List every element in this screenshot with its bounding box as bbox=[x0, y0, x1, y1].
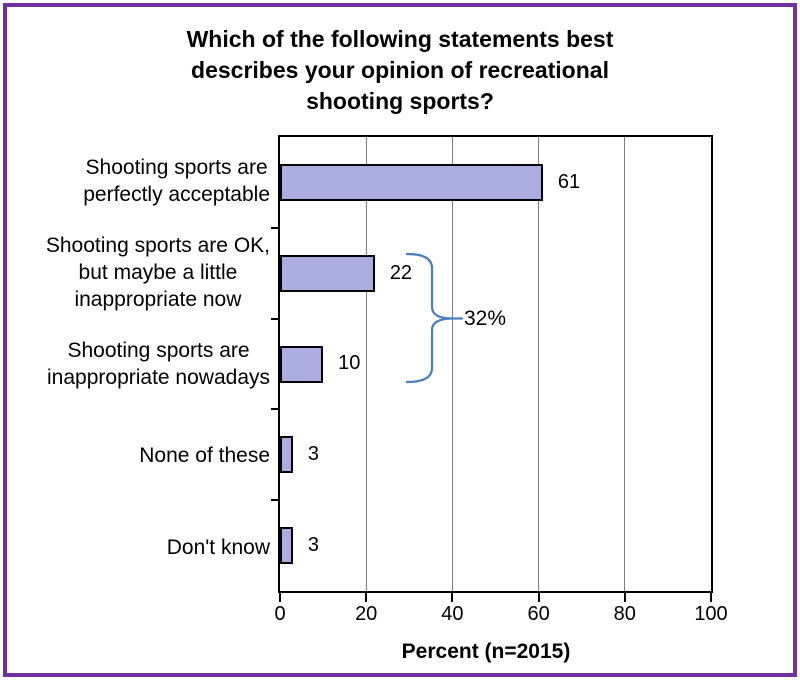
category-label: Shooting sports are OK, but maybe a littl… bbox=[0, 227, 270, 319]
category-label: Don't know bbox=[0, 501, 270, 593]
category-label: Shooting sports are perfectly acceptable bbox=[0, 135, 270, 227]
x-axis-tick-label: 60 bbox=[527, 603, 550, 625]
gridline bbox=[624, 137, 626, 591]
category-label-text: None of these bbox=[139, 442, 270, 469]
bar bbox=[280, 527, 293, 565]
plot-area: 61 22 10 3 3 bbox=[271, 135, 713, 602]
category-label-text: Shooting sports are perfectly acceptable bbox=[83, 154, 270, 208]
x-axis-tick bbox=[365, 593, 368, 602]
chart-title-line-3: shooting sports? bbox=[306, 88, 494, 114]
chart-title-line-1: Which of the following statements best bbox=[186, 26, 614, 52]
bar-value-label: 22 bbox=[389, 261, 413, 284]
category-label-line: Shooting sports are bbox=[85, 155, 268, 179]
chart-title-line-2: describes your opinion of recreational bbox=[191, 57, 609, 83]
bar bbox=[280, 254, 375, 292]
x-axis-tick-label: 40 bbox=[441, 603, 464, 625]
category-label-text: Shooting sports are OK, but maybe a littl… bbox=[46, 232, 270, 313]
gridline bbox=[538, 137, 540, 591]
brace-path bbox=[405, 252, 464, 384]
x-axis-tick-label: 0 bbox=[274, 603, 286, 625]
category-label-text: Shooting sports are inappropriate nowaday… bbox=[47, 337, 270, 391]
y-axis-tick bbox=[271, 499, 278, 502]
x-axis-tick bbox=[279, 593, 281, 602]
bar-value-label: 61 bbox=[557, 170, 581, 193]
category-label-line: Don't know bbox=[166, 535, 270, 559]
x-axis-tick-label: 20 bbox=[355, 603, 378, 625]
x-axis-tick bbox=[623, 593, 626, 602]
x-axis-tick bbox=[451, 593, 454, 602]
bar bbox=[280, 163, 543, 201]
category-label: Shooting sports are inappropriate nowaday… bbox=[0, 318, 270, 410]
y-axis-tick bbox=[271, 408, 278, 411]
category-label-line: but maybe a little bbox=[78, 260, 238, 284]
category-label-line: inappropriate nowadays bbox=[47, 365, 270, 389]
category-label-line: perfectly acceptable bbox=[83, 182, 270, 206]
bar-value-label: 3 bbox=[307, 534, 320, 557]
brace-annotation bbox=[405, 252, 464, 384]
bar-value-label: 10 bbox=[338, 352, 361, 375]
x-axis-tick-label: 100 bbox=[694, 603, 728, 625]
category-label-line: Shooting sports are OK, bbox=[45, 233, 270, 257]
y-axis-tick bbox=[271, 317, 278, 320]
x-axis-tick-label: 80 bbox=[613, 603, 636, 625]
x-axis-title: Percent (n=2015) bbox=[401, 640, 571, 663]
bar-value-label: 3 bbox=[307, 443, 320, 466]
bar bbox=[280, 436, 293, 474]
y-axis-tick bbox=[271, 226, 278, 229]
brace-label: 32% bbox=[464, 307, 507, 330]
chart-title: Which of the following statements best d… bbox=[0, 24, 800, 117]
category-label-line: Shooting sports are bbox=[67, 338, 250, 362]
category-label: None of these bbox=[0, 410, 270, 502]
x-axis-tick bbox=[710, 593, 712, 602]
category-label-line: inappropriate now bbox=[74, 287, 242, 311]
gridline bbox=[451, 137, 453, 591]
gridline bbox=[365, 137, 367, 591]
category-label-text: Don't know bbox=[167, 534, 270, 561]
bar bbox=[280, 345, 324, 383]
category-label-line: None of these bbox=[139, 444, 270, 468]
x-axis-tick bbox=[537, 593, 540, 602]
